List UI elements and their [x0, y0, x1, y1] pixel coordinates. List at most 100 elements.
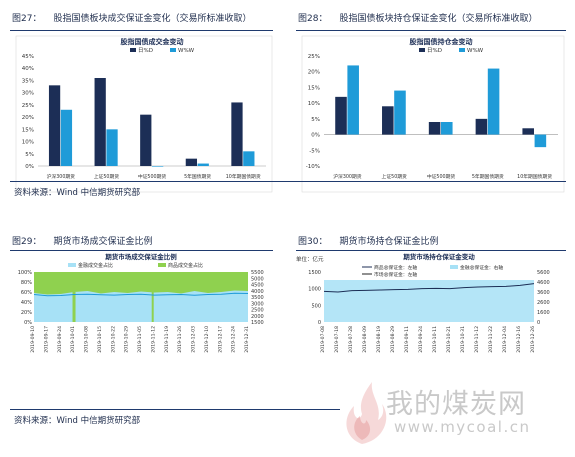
legend-swatch — [130, 48, 136, 52]
fig29-caption: 期货市场成交保证金比例 — [53, 237, 153, 247]
x-tick-label: 2019-12-31 — [244, 326, 250, 353]
x-tick-label: 2019-12-16 — [516, 326, 522, 353]
bar — [140, 114, 152, 166]
source-rule-bottom — [10, 409, 340, 410]
y-tick-label: -10% — [306, 164, 320, 170]
legend-label: 商品成交金占比 — [168, 262, 203, 269]
y2-tick-label: 2500 — [251, 308, 264, 314]
y-tick-label: 1000 — [308, 287, 321, 293]
x-tick-label: 2019-09-11 — [404, 326, 410, 353]
bar — [522, 128, 534, 135]
bar — [152, 166, 164, 167]
x-tick-label: 2019-10-21 — [446, 326, 452, 353]
x-tick-label: 2019-08-29 — [390, 326, 396, 353]
y2-tick-label: 1500 — [251, 320, 264, 326]
fig27-rule — [10, 30, 273, 31]
bar — [382, 106, 394, 135]
fig30-caption: 期货市场持仓保证金比例 — [339, 237, 439, 247]
bar — [534, 134, 547, 148]
y-tick-label: 30% — [22, 91, 34, 97]
bar — [441, 122, 453, 135]
chart-title: 期货市场持仓保证金变动 — [403, 252, 475, 261]
x-tick-label: 2019-10-22 — [110, 326, 116, 353]
x-tick-label: 2019-12-04 — [502, 326, 508, 353]
legend-swatch — [158, 263, 166, 267]
legend-label: 日%D — [427, 47, 442, 54]
x-tick-label: 10年期国债期货 — [517, 173, 552, 180]
bar — [197, 163, 209, 166]
bar — [185, 158, 198, 166]
x-tick-label: 2019-11-05 — [137, 326, 143, 353]
y-tick-label: 0% — [25, 164, 34, 170]
legend-label: W%W — [467, 48, 484, 54]
x-tick-label: 5年期国债期货 — [472, 173, 504, 180]
legend-swatch — [170, 48, 176, 52]
unit-label: 单位：亿元 — [296, 255, 324, 263]
legend-label: 商品总保证金：左轴 — [374, 264, 417, 271]
legend-swatch — [459, 48, 465, 52]
y-tick-label: 60% — [21, 290, 32, 296]
bar — [231, 102, 243, 166]
total-line — [33, 292, 249, 297]
x-tick-label: 10年期国债期货 — [226, 173, 261, 180]
fig28-caption: 股指国债板块持仓保证金变化（交易所标准收取） — [339, 14, 538, 24]
y2-tick-label: 4500 — [251, 283, 264, 289]
x-tick-label: 2019-11-22 — [488, 326, 494, 353]
x-tick-label: 2019-11-26 — [177, 326, 183, 353]
legend-label: 金融总保证金：右轴 — [460, 264, 503, 271]
y2-tick-label: 5000 — [251, 276, 264, 282]
fig30-rule — [296, 250, 566, 251]
x-tick-label: 沪深300期货 — [47, 173, 76, 180]
bar — [48, 85, 61, 166]
y-tick-label: 5% — [25, 152, 34, 158]
legend-swatch — [68, 263, 76, 267]
x-tick-label: 2019-10-08 — [84, 326, 90, 353]
x-tick-label: 5年国债期货 — [184, 173, 211, 180]
y2-tick-label: 5600 — [537, 270, 550, 276]
x-tick-label: 2019-09-24 — [418, 326, 424, 353]
source-top: 资料来源：Wind 中信期货研究部 — [14, 188, 141, 198]
y2-tick-label: 4600 — [537, 280, 550, 286]
fig27-caption: 股指国债板块成交保证金变化（交易所标准收取） — [53, 14, 252, 24]
x-tick-label: 2019-10-31 — [460, 326, 466, 353]
legend-label: 金融成交金占比 — [78, 262, 113, 269]
x-tick-label: 上证50期货 — [94, 173, 119, 180]
x-tick-label: 2019-09-24 — [57, 326, 63, 353]
legend-swatch — [450, 265, 458, 269]
x-tick-label: 2019-12-10 — [204, 326, 210, 353]
legend-swatch — [419, 48, 425, 52]
y2-tick-label: 2000 — [251, 314, 264, 320]
y-tick-label: 500 — [311, 303, 321, 309]
y-tick-label: 5% — [311, 117, 320, 123]
fig29-title: 图29： 期货市场成交保证金比例 — [12, 234, 152, 247]
x-tick-label: 上证50期货 — [382, 173, 407, 180]
bar — [94, 78, 106, 166]
x-tick-label: 2019-12-24 — [231, 326, 237, 353]
bar — [428, 122, 441, 135]
y-tick-label: 20% — [21, 310, 32, 316]
x-tick-label: 2019-11-19 — [164, 326, 170, 353]
bar — [335, 96, 347, 135]
x-tick-label: 2019-09-10 — [30, 326, 36, 353]
fig29-number: 图29： — [12, 237, 42, 247]
y-tick-label: 0% — [311, 133, 320, 139]
x-tick-label: 2019-07-28 — [348, 326, 354, 353]
share-spike — [151, 292, 154, 322]
x-tick-label: 2019-11-12 — [150, 326, 156, 353]
chart-title: 期货市场成交保证金比例 — [105, 252, 177, 261]
financial-share-area — [34, 290, 248, 322]
y-tick-label: 10% — [22, 140, 34, 146]
x-tick-label: 2019-12-26 — [530, 326, 536, 353]
bar — [243, 151, 255, 166]
y-tick-label: 20% — [22, 115, 34, 121]
share-spike — [72, 292, 76, 322]
y-tick-label: 40% — [22, 66, 34, 72]
x-tick-label: 2019-10-01 — [70, 326, 76, 353]
flame-logo-icon — [346, 382, 387, 444]
x-tick-label: 2019-12-03 — [191, 326, 197, 353]
x-tick-label: 2019-11-12 — [474, 326, 480, 353]
y2-tick-label: 4000 — [251, 289, 264, 295]
y-tick-label: 0% — [24, 320, 32, 326]
x-tick-label: 2019-07-08 — [320, 326, 326, 353]
